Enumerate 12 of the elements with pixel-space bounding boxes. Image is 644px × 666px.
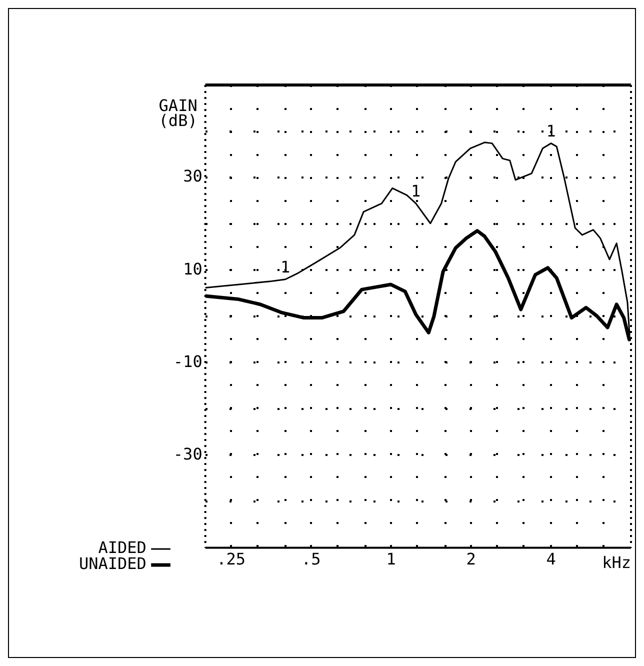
y-tick-label: -10	[173, 352, 202, 371]
x-tick-label: .25	[216, 550, 246, 569]
x-tick-label: 1	[386, 550, 396, 569]
x-tick-label: 2	[466, 550, 476, 569]
x-tick-label: 4	[546, 550, 556, 569]
y-tick-label: -30	[173, 444, 202, 464]
x-tick-label: .5	[301, 550, 321, 569]
y-tick-label: 30	[183, 166, 202, 186]
x-axis-title: kHz	[602, 552, 631, 572]
y-axis-title: GAIN (dB)	[158, 96, 198, 130]
annotation: 1	[411, 182, 421, 201]
y-tick-label: 10	[183, 259, 202, 278]
